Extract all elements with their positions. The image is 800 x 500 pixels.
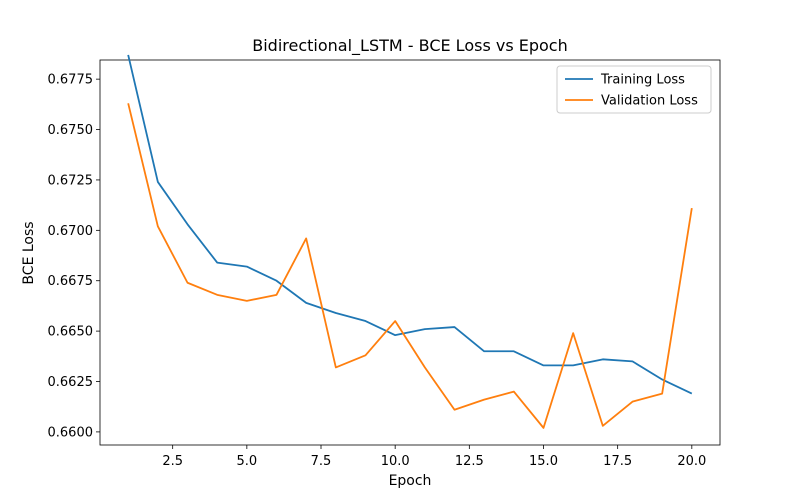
y-tick-label: 0.6725 [48, 173, 94, 188]
y-tick-label: 0.6700 [48, 224, 94, 239]
x-tick-label: 12.5 [455, 454, 484, 469]
y-tick-label: 0.6600 [48, 425, 94, 440]
y-tick-label: 0.6625 [48, 375, 94, 390]
x-tick-label: 17.5 [603, 454, 632, 469]
x-tick-label: 5.0 [236, 454, 257, 469]
x-tick-label: 20.0 [677, 454, 706, 469]
x-axis-label: Epoch [389, 473, 432, 489]
x-tick-label: 15.0 [529, 454, 558, 469]
chart-title: Bidirectional_LSTM - BCE Loss vs Epoch [252, 36, 568, 56]
series-lines [127, 54, 693, 429]
y-tick-label: 0.6750 [48, 123, 94, 138]
x-tick-label: 7.5 [311, 454, 332, 469]
validation-loss-line [127, 103, 693, 429]
y-tick-label: 0.6650 [48, 325, 94, 340]
training-loss-line [127, 54, 693, 395]
y-tick-label: 0.6775 [48, 73, 94, 88]
legend-label-training-loss: Training Loss [600, 73, 685, 88]
x-tick-label: 10.0 [381, 454, 410, 469]
legend-label-validation-loss: Validation Loss [601, 94, 698, 109]
y-axis-ticks: 0.6600 0.6625 0.6650 0.6675 0.6700 0.6725 0.67… [48, 73, 100, 440]
plot-area [99, 59, 721, 446]
plot-frame [99, 59, 721, 446]
legend: Training Loss Validation Loss [556, 65, 712, 114]
y-tick-label: 0.6675 [48, 274, 94, 289]
x-axis-ticks: 2.5 5.0 7.5 10.0 12.5 15.0 17.5 20.0 [162, 445, 706, 469]
legend-box [556, 65, 712, 114]
y-axis-label: BCE Loss [21, 221, 37, 284]
x-tick-label: 2.5 [162, 454, 183, 469]
